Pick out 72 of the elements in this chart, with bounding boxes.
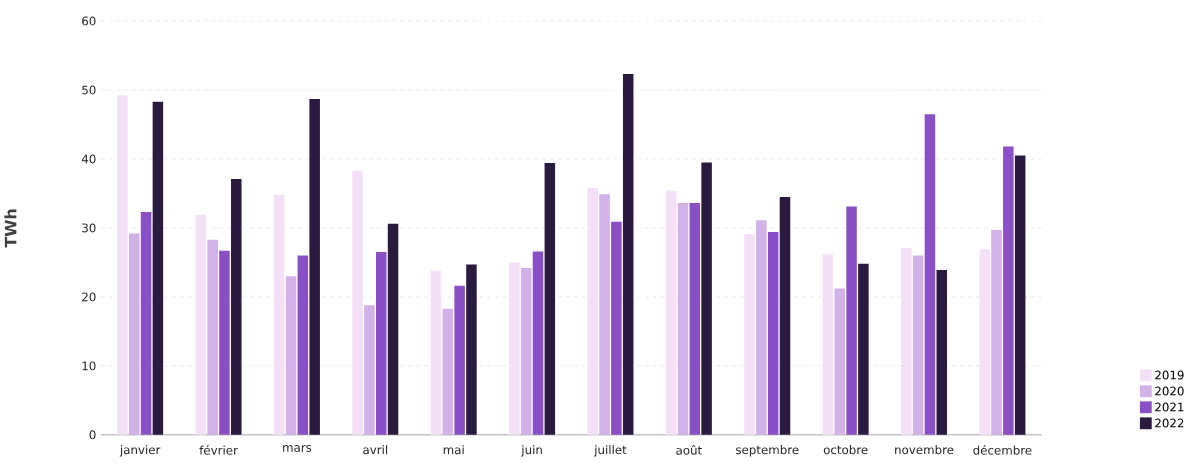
bar bbox=[991, 229, 1002, 435]
bar bbox=[466, 264, 477, 435]
x-tick-label: mars bbox=[283, 444, 312, 452]
bar bbox=[599, 193, 610, 435]
x-tick-label: août bbox=[676, 444, 702, 455]
bar bbox=[509, 262, 520, 435]
bar bbox=[846, 206, 857, 435]
bar bbox=[611, 221, 622, 435]
bar bbox=[430, 270, 442, 435]
bar bbox=[701, 162, 712, 435]
bar bbox=[936, 269, 948, 435]
y-tick-label: 30 bbox=[82, 223, 96, 233]
bar bbox=[532, 251, 544, 435]
x-tick-label: juillet bbox=[594, 444, 627, 457]
bar bbox=[858, 263, 869, 435]
x-tick-label: octobre bbox=[823, 444, 868, 455]
x-tick-label: avril bbox=[363, 444, 388, 455]
bar bbox=[822, 253, 834, 435]
x-tick-label: septembre bbox=[736, 444, 799, 457]
y-tick-label: 50 bbox=[82, 85, 96, 95]
bar bbox=[387, 223, 399, 435]
bar bbox=[1014, 155, 1026, 435]
y-tick-label: 40 bbox=[81, 154, 96, 164]
bar bbox=[285, 276, 297, 435]
bar bbox=[520, 267, 532, 435]
y-tick-label: 0 bbox=[89, 430, 96, 440]
bar bbox=[1003, 146, 1014, 435]
bar bbox=[622, 73, 634, 435]
bar bbox=[979, 249, 990, 435]
bar bbox=[924, 113, 936, 435]
bar bbox=[756, 220, 767, 435]
bar bbox=[364, 304, 375, 435]
x-tick-label: janvier bbox=[119, 444, 161, 457]
bar bbox=[140, 211, 152, 435]
x-tick-label: mai bbox=[443, 444, 464, 455]
legend-label: 2020 bbox=[1155, 386, 1184, 396]
y-tick-label: 60 bbox=[82, 16, 96, 26]
bar bbox=[375, 251, 387, 435]
bar bbox=[231, 178, 242, 435]
bar bbox=[207, 239, 218, 435]
bar bbox=[352, 170, 363, 435]
bar bbox=[273, 194, 285, 435]
bar bbox=[219, 250, 230, 435]
x-tick-label: juin bbox=[521, 444, 542, 457]
bar bbox=[767, 231, 779, 435]
bar bbox=[901, 247, 912, 435]
bar bbox=[779, 196, 791, 435]
bar bbox=[912, 255, 924, 435]
bar bbox=[665, 190, 677, 435]
legend-label: 2022 bbox=[1155, 418, 1184, 428]
x-tick-label: février bbox=[199, 444, 238, 455]
bar bbox=[834, 288, 845, 435]
bar bbox=[195, 214, 207, 435]
bar bbox=[442, 308, 454, 435]
bar bbox=[152, 101, 164, 435]
y-axis-title: TWh bbox=[4, 209, 17, 248]
y-tick-label: 10 bbox=[82, 361, 96, 371]
bar bbox=[587, 187, 598, 435]
bar bbox=[297, 255, 309, 435]
bar bbox=[689, 202, 701, 435]
bar bbox=[117, 95, 128, 435]
y-tick-label: 20 bbox=[82, 292, 96, 302]
bar bbox=[544, 162, 556, 435]
bar bbox=[454, 285, 465, 435]
bar bbox=[677, 202, 689, 435]
bar bbox=[129, 233, 140, 435]
bar bbox=[309, 98, 320, 435]
bar bbox=[744, 233, 755, 435]
legend-label: 2021 bbox=[1155, 402, 1184, 412]
legend-label: 2019 bbox=[1155, 370, 1184, 380]
x-tick-label: novembre bbox=[895, 444, 954, 455]
x-tick-label: décembre bbox=[973, 444, 1032, 455]
